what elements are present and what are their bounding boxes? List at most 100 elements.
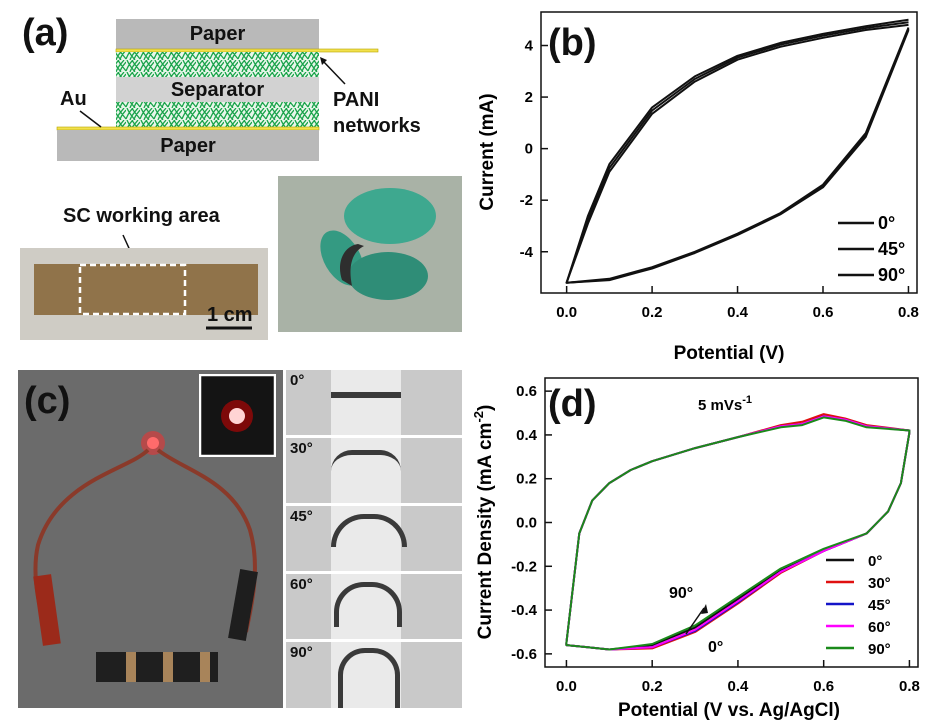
- bend-angle-60: 60: [290, 576, 307, 593]
- bend-degree-45: °: [306, 508, 313, 525]
- pani-top-layer: [116, 52, 319, 77]
- separator-layer: [116, 77, 319, 102]
- plot-b-ytick-label: 4: [525, 38, 534, 55]
- plot-b-xtick-label: 0.4: [727, 304, 749, 321]
- glove-fingers: [348, 252, 428, 300]
- plot-b-legend: 0° 45° 90°: [838, 213, 905, 285]
- pani-pointer-arrowhead: [320, 57, 327, 65]
- led-bulb: [147, 437, 159, 449]
- annot-90-deg: 90°: [669, 585, 693, 602]
- bend-angle-30: 30: [290, 440, 307, 457]
- au-top-layer: [115, 48, 379, 53]
- inset-led-core: [229, 408, 245, 424]
- plot-d-curves: [565, 413, 911, 651]
- bend-degree-60: °: [306, 576, 313, 593]
- plot-d-series-line: [565, 416, 911, 651]
- paper-bottom-layer: [57, 130, 319, 161]
- paper-bottom-label: Paper: [160, 135, 216, 157]
- plot-b-ytick-label: 2: [525, 89, 533, 106]
- cv-plot-angles: 0.0 0.2 0.4 0.6 0.80.60.40.20.0-0.2-0.4-0.6 …: [471, 377, 920, 721]
- plot-b-legend-label: 0°: [878, 213, 895, 233]
- bend-degree-30: °: [306, 440, 313, 457]
- bend-angle-90: 90: [290, 644, 307, 661]
- plot-d-series-line: [565, 414, 911, 651]
- device-strip-shade: [34, 264, 258, 315]
- pani-pointer-line: [321, 59, 346, 85]
- pani-bottom-layer: [116, 102, 319, 127]
- led-inset-photo: [199, 374, 276, 457]
- plot-d-series-line: [565, 413, 911, 651]
- bend-photo-90: 90°: [286, 642, 462, 708]
- plot-d-xtick-label: 0.2: [642, 678, 663, 695]
- panel-d-label: (d): [548, 383, 597, 425]
- bend-photo-45: 45°: [286, 506, 462, 571]
- au-bottom-layer: [56, 126, 320, 131]
- au-label: Au: [60, 88, 87, 110]
- annot-0-deg: 0°: [708, 639, 723, 656]
- plot-d-ytick-label: -0.2: [511, 558, 537, 575]
- panel-a-label: (a): [22, 12, 69, 54]
- plot-b-ytick-label: -4: [520, 244, 534, 261]
- pani-label-line2: networks: [333, 115, 421, 137]
- working-area-box: [78, 263, 187, 316]
- flexible-device-photo: [278, 176, 462, 332]
- pani-label-line1: PANI: [333, 89, 380, 111]
- plot-d-frame: [544, 377, 919, 668]
- panel-b-label: (b): [548, 22, 597, 64]
- plot-b-curves: [565, 18, 910, 284]
- plot-b-ytick-label: -2: [520, 192, 533, 209]
- plot-d-legend-label: 0°: [868, 553, 882, 570]
- annot-arrow-line: [685, 607, 705, 635]
- panel-c-label: (c): [24, 380, 71, 422]
- plot-d-ylabel-end: ): [475, 405, 496, 411]
- bent-device: [339, 244, 364, 286]
- plot-d-xlabel: Potential (V vs. Ag/AgCl): [618, 700, 840, 721]
- plot-b-legend-label: 45°: [878, 239, 905, 259]
- device-connector-2: [163, 652, 173, 682]
- bend-photo-30: 30°: [286, 438, 462, 503]
- scale-bar-label: 1 cm: [207, 304, 253, 326]
- scan-rate-label: 5 mVs-1: [698, 394, 752, 414]
- supercapacitor-schematic: [56, 19, 379, 161]
- paper-top-layer: [116, 19, 319, 49]
- plot-b-xlabel: Potential (V): [674, 343, 785, 364]
- plot-d-ytick-label: 0.4: [516, 427, 538, 444]
- plot-d-ylabel-sup: -2: [471, 411, 486, 423]
- bend-angle-0: 0: [290, 372, 299, 389]
- plot-d-ylabel-main: Current Density (mA cm: [475, 423, 496, 640]
- scan-rate-sup: -1: [742, 394, 752, 406]
- plot-b-ylabel: Current (mA): [477, 93, 498, 210]
- plot-d-legend: 0° 30° 45° 60° 90°: [826, 553, 891, 658]
- plot-b-xtick-label: 0.8: [898, 304, 919, 321]
- cv-plot-bending: 0.0 0.2 0.4 0.6 0.8 4 2 0 -2 -4 0° 45° 90° Current …: [477, 11, 919, 364]
- working-area-label: SC working area: [63, 205, 220, 227]
- plot-d-legend-label: 90°: [868, 641, 891, 658]
- plot-d-xtick-label: 0.0: [556, 678, 577, 695]
- plot-d-xtick-label: 0.6: [813, 678, 834, 695]
- plot-b-xtick-label: 0.2: [642, 304, 663, 321]
- device-strip: [34, 264, 258, 315]
- plot-b-frame: [540, 11, 918, 294]
- plot-b-series-line: [565, 21, 910, 284]
- paper-top-label: Paper: [189, 23, 246, 45]
- bend-degree-90: °: [306, 644, 313, 661]
- device-connector-3: [200, 652, 210, 682]
- plot-b-xtick-label: 0.6: [813, 304, 834, 321]
- scan-rate-main: 5 mVs: [698, 397, 742, 414]
- device-series: [96, 652, 218, 682]
- clip-red: [33, 574, 61, 646]
- separator-label: Separator: [170, 79, 265, 101]
- au-pointer-line: [79, 110, 102, 128]
- plot-d-series-line: [565, 415, 911, 651]
- working-area-photo: [20, 234, 268, 340]
- bend-photo-60: 60°: [286, 574, 462, 639]
- clip-black: [228, 568, 258, 642]
- plot-d-ytick-label: 0.6: [516, 383, 537, 400]
- plot-d-legend-label: 45°: [868, 597, 891, 614]
- plot-d-xtick-label: 0.4: [728, 678, 750, 695]
- annot-arrow-head: [701, 604, 708, 614]
- plot-d-ytick-label: -0.4: [511, 602, 538, 619]
- plot-d-axes: 0.0 0.2 0.4 0.6 0.8 0.6 0.4 0.2 0.0 -0.2 -0.4 -0.6: [511, 383, 920, 695]
- plot-d-ytick-label: 0.2: [516, 471, 537, 488]
- plot-d-xtick-label: 0.8: [899, 678, 920, 695]
